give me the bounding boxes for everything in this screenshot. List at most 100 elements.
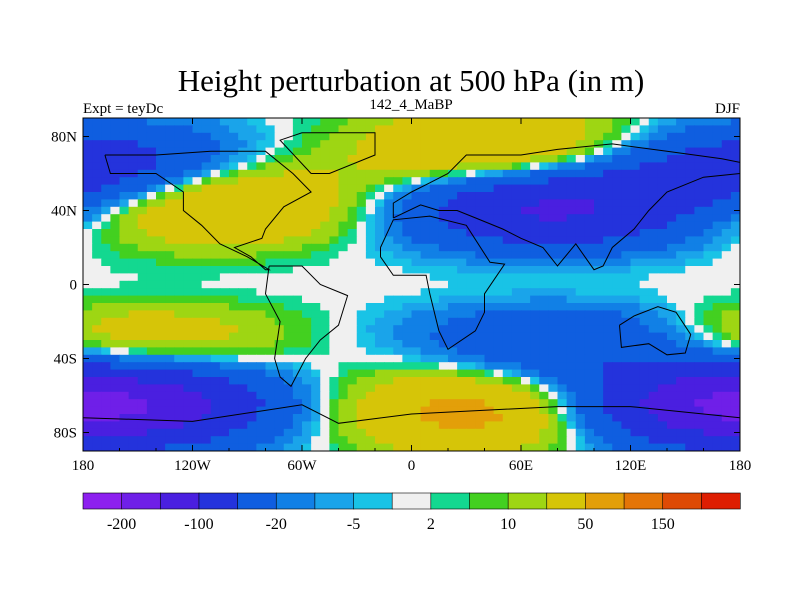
heatmap-cell bbox=[338, 162, 349, 171]
heatmap-cell bbox=[146, 162, 157, 171]
heatmap-cell bbox=[329, 118, 340, 126]
heatmap-cell bbox=[448, 369, 458, 378]
heatmap-cell bbox=[92, 406, 102, 415]
heatmap-cell bbox=[247, 347, 257, 356]
heatmap-cell bbox=[411, 443, 422, 451]
heatmap-cell bbox=[256, 288, 267, 297]
heatmap-cell bbox=[639, 347, 650, 356]
heatmap-cell bbox=[539, 362, 549, 371]
heatmap-cell bbox=[639, 384, 650, 393]
heatmap-cell bbox=[365, 155, 376, 163]
heatmap-cell bbox=[156, 155, 166, 163]
heatmap-cell bbox=[639, 184, 650, 193]
heatmap-cell bbox=[539, 243, 549, 252]
heatmap-cell bbox=[594, 340, 604, 348]
heatmap-cell bbox=[283, 288, 294, 297]
heatmap-cell bbox=[384, 362, 394, 371]
heatmap-cell bbox=[229, 258, 239, 267]
heatmap-cell bbox=[420, 288, 431, 297]
heatmap-cell bbox=[393, 369, 403, 378]
heatmap-cell bbox=[429, 340, 440, 348]
heatmap-cell bbox=[657, 384, 668, 393]
heatmap-cell bbox=[548, 273, 559, 282]
heatmap-cell bbox=[730, 251, 740, 260]
heatmap-cell bbox=[594, 221, 604, 230]
heatmap-cell bbox=[256, 243, 267, 252]
heatmap-cell bbox=[256, 421, 267, 430]
heatmap-cell bbox=[630, 125, 641, 134]
heatmap-cell bbox=[311, 369, 321, 378]
heatmap-cell bbox=[712, 162, 723, 171]
heatmap-cell bbox=[630, 169, 641, 178]
heatmap-cell bbox=[210, 332, 221, 341]
heatmap-cell bbox=[584, 288, 595, 297]
heatmap-cell bbox=[101, 251, 111, 260]
heatmap-cell bbox=[484, 229, 495, 237]
heatmap-cell bbox=[110, 354, 121, 363]
heatmap-cell bbox=[128, 347, 139, 356]
heatmap-cell bbox=[703, 436, 714, 445]
heatmap-cell bbox=[667, 155, 677, 163]
heatmap-cell bbox=[365, 295, 376, 304]
heatmap-cell bbox=[438, 310, 449, 319]
heatmap-cell bbox=[530, 347, 540, 356]
heatmap-cell bbox=[146, 436, 157, 445]
heatmap-cell bbox=[283, 266, 294, 274]
heatmap-cell bbox=[137, 229, 148, 237]
heatmap-cell bbox=[256, 354, 267, 363]
heatmap-cell bbox=[548, 332, 559, 341]
heatmap-cell bbox=[238, 384, 248, 393]
heatmap-cell bbox=[347, 295, 358, 304]
heatmap-cell bbox=[484, 436, 495, 445]
heatmap-cell bbox=[375, 295, 385, 304]
heatmap-cell bbox=[365, 317, 376, 326]
heatmap-cell bbox=[238, 132, 248, 141]
heatmap-cell bbox=[502, 414, 513, 422]
heatmap-cell bbox=[201, 428, 212, 437]
heatmap-cell bbox=[466, 347, 476, 356]
heatmap-cell bbox=[311, 428, 321, 437]
heatmap-cell bbox=[703, 391, 714, 400]
heatmap-cell bbox=[128, 162, 139, 171]
heatmap-cell bbox=[274, 169, 285, 178]
heatmap-cell bbox=[110, 177, 121, 186]
heatmap-cell bbox=[420, 325, 431, 334]
heatmap-cell bbox=[375, 177, 385, 186]
heatmap-cell bbox=[329, 140, 340, 149]
heatmap-cell bbox=[685, 125, 695, 134]
heatmap-cell bbox=[128, 325, 139, 334]
heatmap-cell bbox=[311, 162, 321, 171]
heatmap-cell bbox=[621, 206, 632, 215]
heatmap-cell bbox=[356, 184, 367, 193]
heatmap-cell bbox=[320, 384, 330, 393]
heatmap-cell bbox=[630, 421, 641, 430]
heatmap-cell bbox=[265, 214, 276, 223]
heatmap-cell bbox=[657, 132, 668, 141]
heatmap-cell bbox=[466, 362, 476, 371]
heatmap-cell bbox=[165, 421, 175, 430]
heatmap-cell bbox=[584, 414, 595, 422]
heatmap-cell bbox=[356, 384, 367, 393]
heatmap-cell bbox=[128, 206, 139, 215]
heatmap-cell bbox=[539, 192, 549, 200]
heatmap-cell bbox=[156, 288, 166, 297]
heatmap-cell bbox=[438, 132, 449, 141]
heatmap-cell bbox=[365, 436, 376, 445]
heatmap-cell bbox=[365, 236, 376, 245]
heatmap-cell bbox=[256, 414, 267, 422]
heatmap-cell bbox=[575, 155, 586, 163]
heatmap-cell bbox=[457, 206, 467, 215]
heatmap-cell bbox=[92, 391, 102, 400]
heatmap-cell bbox=[338, 406, 349, 415]
heatmap-cell bbox=[548, 354, 559, 363]
colorbar-swatch bbox=[82, 492, 123, 510]
heatmap-cell bbox=[657, 428, 668, 437]
heatmap-cell bbox=[502, 428, 513, 437]
heatmap-cell bbox=[210, 125, 221, 134]
heatmap-cell bbox=[712, 421, 723, 430]
heatmap-cell bbox=[557, 421, 568, 430]
heatmap-cell bbox=[511, 325, 522, 334]
heatmap-cell bbox=[247, 362, 257, 371]
heatmap-cell bbox=[466, 251, 476, 260]
